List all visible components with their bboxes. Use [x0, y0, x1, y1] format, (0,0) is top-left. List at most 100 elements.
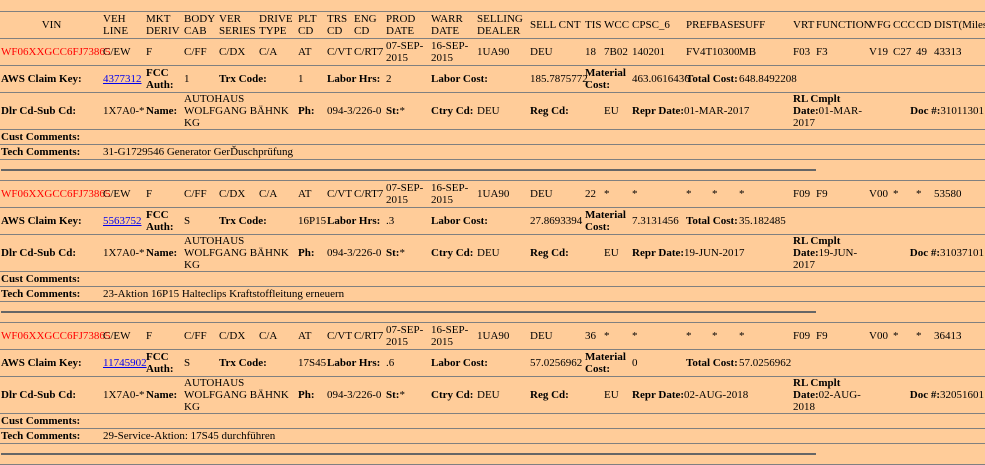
claim-row: AWS Claim Key: 11745902 FCC Auth: S Trx Code…: [0, 349, 985, 377]
trx-code: 17S45: [297, 349, 326, 377]
cell-vfg: V00: [868, 180, 892, 208]
claim-key[interactable]: 5563752: [102, 207, 145, 235]
claim-key-link[interactable]: 11745902: [103, 357, 147, 369]
rl-cmplt-date-value: 19-JUN-2017: [793, 247, 858, 271]
trx-code-label: Trx Code:: [218, 207, 297, 235]
trx-code-label: Trx Code:: [218, 349, 297, 377]
header-sell-cnt: SELL CNT: [529, 11, 584, 39]
header-warr-date: WARR DATE: [430, 11, 476, 39]
cell-base: 10300: [711, 38, 740, 66]
st: St:*: [385, 92, 430, 130]
tech-comments: 31-G1729546 Generator GerĎuschprüfung: [102, 144, 985, 160]
separator-cell: [0, 159, 985, 181]
doc-number-label: Doc #:: [909, 389, 940, 401]
reg-cd-label: Reg Cd:: [529, 92, 603, 130]
cell-selling-dealer: 1UA90: [476, 180, 529, 208]
cell-function: F3: [815, 38, 868, 66]
header-eng-cd: ENG CD: [353, 11, 385, 39]
tech-comments-label: Tech Comments:: [0, 286, 102, 302]
doc-number: Doc #:31011301: [868, 92, 985, 130]
material-cost: 7.3131456: [631, 207, 685, 235]
cell-cd: 49: [915, 38, 933, 66]
doc-number-value: 31011301: [940, 105, 984, 117]
cell-cpsc-6: *: [631, 180, 685, 208]
cell-wcc: 7B02: [603, 38, 631, 66]
header-dist: DIST(Miles): [933, 11, 985, 39]
cell-vrt: F09: [792, 180, 815, 208]
cell-cd: *: [915, 180, 933, 208]
ctry-cd: DEU: [476, 234, 529, 272]
cust-comments-label: Cust Comments:: [0, 413, 102, 429]
st-value: *: [399, 105, 405, 117]
cell-ccc: *: [892, 322, 915, 350]
header-plt-cd: PLT CD: [297, 11, 326, 39]
ctry-cd: DEU: [476, 376, 529, 414]
doc-number: Doc #:32051601: [868, 376, 985, 414]
cell-vin: WF06XXGCC6FJ73865: [0, 180, 110, 208]
cell-trs-cd: C/VT: [326, 38, 353, 66]
tech-comments-row: Tech Comments: 23-Aktion 16P15 Halteclips…: [0, 286, 985, 302]
claim-key-link[interactable]: 5563752: [103, 215, 142, 227]
header-wcc: WCC: [603, 11, 631, 39]
header-trs-cd: TRS CD: [326, 11, 353, 39]
labor-hrs-label: Labor Hrs:: [326, 65, 385, 93]
reg-cd-label: Reg Cd:: [529, 376, 603, 414]
cell-sell-cnt: DEU: [529, 38, 584, 66]
cell-ccc: *: [892, 180, 915, 208]
cell-plt-cd: AT: [297, 38, 326, 66]
cell-vrt: F09: [792, 322, 815, 350]
header-ver-series: VER SERIES: [218, 11, 258, 39]
labor-cost-label: Labor Cost:: [430, 349, 529, 377]
labor-hrs-label: Labor Hrs:: [326, 349, 385, 377]
repr-date-label: Repr Date:: [632, 105, 685, 117]
claim-key-label: AWS Claim Key:: [0, 349, 102, 377]
cell-mkt-deriv: F: [145, 322, 183, 350]
tech-comments-row: Tech Comments: 31-G1729546 Generator GerĎ…: [0, 144, 985, 160]
cell-warr-date: 16-SEP-2015: [430, 180, 476, 208]
header-vfg: VFG: [868, 11, 892, 39]
cell-eng-cd: C/RT7: [353, 180, 385, 208]
record-separator: [0, 301, 985, 323]
cell-suff: MB: [738, 38, 792, 66]
header-cpsc-6: CPSC_6: [631, 11, 685, 39]
name-label: Name:: [145, 376, 183, 414]
cell-cd: *: [915, 322, 933, 350]
cell-eng-cd: C/RT7: [353, 38, 385, 66]
cell-prod-date: 07-SEP-2015: [385, 38, 430, 66]
claim-key[interactable]: 11745902: [102, 349, 147, 377]
header-mkt-deriv: MKT DERIV: [145, 11, 183, 39]
cell-vrt: F03: [792, 38, 815, 66]
repr-date: Repr Date:02-AUG-2018: [631, 376, 792, 414]
material-cost-label: Material Cost:: [584, 65, 631, 93]
vehicle-row: WF06XXGCC6FJ73865 C/EW F C/FF C/DX C/A AT C/VT C…: [0, 38, 985, 66]
trx-code: 1: [297, 65, 326, 93]
repr-date-value: 02-AUG-2018: [684, 389, 749, 401]
header-function: FUNCTION: [815, 11, 872, 39]
cell-cpsc-6: 140201: [631, 38, 685, 66]
dlr-cd-label: Dlr Cd-Sub Cd:: [0, 376, 102, 414]
record-separator: [0, 443, 985, 465]
cell-function: F9: [815, 322, 868, 350]
st: St:*: [385, 234, 430, 272]
st-value: *: [399, 389, 405, 401]
cell-sell-cnt: DEU: [529, 180, 584, 208]
dlr-cd: 1X7A0-*: [102, 92, 145, 130]
separator-cell: [0, 301, 985, 323]
separator-line: [1, 169, 816, 171]
rl-cmplt-date-label: RL Cmplt Date:: [793, 377, 841, 401]
cell-pref: FV4T: [685, 38, 712, 66]
labor-hrs: .3: [385, 207, 430, 235]
cust-comments-label: Cust Comments:: [0, 271, 102, 287]
total-cost-label: Total Cost:: [685, 207, 738, 235]
cell-eng-cd: C/RT7: [353, 322, 385, 350]
dealer-row: Dlr Cd-Sub Cd: 1X7A0-* Name: AUTOHAUS WOLFG…: [0, 376, 985, 414]
claim-key-link[interactable]: 4377312: [103, 73, 142, 85]
cell-suff: *: [738, 180, 792, 208]
cell-mkt-deriv: F: [145, 180, 183, 208]
cell-drive-type: C/A: [258, 38, 297, 66]
cell-prod-date: 07-SEP-2015: [385, 180, 430, 208]
cust-comments: [102, 413, 985, 429]
claim-key[interactable]: 4377312: [102, 65, 145, 93]
cell-base: *: [711, 180, 738, 208]
cust-comments-label: Cust Comments:: [0, 129, 102, 145]
